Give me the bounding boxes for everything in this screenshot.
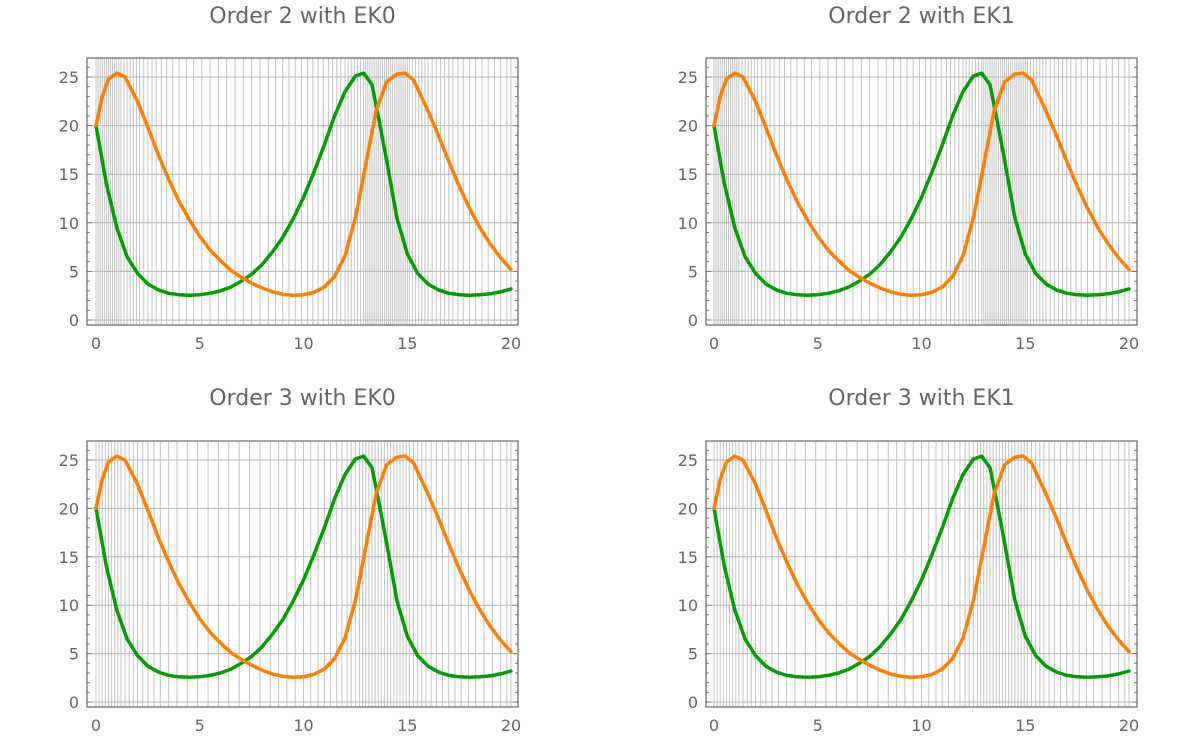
x-tick-label: 0 [91, 716, 101, 735]
series-line-u2 [712, 71, 1131, 297]
y-tick-label: 25 [678, 68, 698, 87]
x-tick-label: 0 [709, 716, 719, 735]
plot-frame [86, 57, 519, 326]
y-tick-label: 15 [59, 165, 79, 184]
y-tick-label: 0 [69, 311, 79, 330]
y-tick-label: 5 [688, 262, 698, 281]
y-tick-label: 0 [688, 311, 698, 330]
chart-title: Order 3 with EK1 [828, 386, 1015, 411]
x-tick-label: 0 [709, 334, 719, 353]
y-tick-label: 10 [59, 214, 79, 233]
x-tick-label: 10 [293, 334, 313, 353]
y-tick-label: 10 [678, 596, 698, 615]
x-tick-label: 5 [813, 716, 823, 735]
x-tick-label: 5 [813, 334, 823, 353]
x-tick-label: 20 [1119, 716, 1139, 735]
x-tick-label: 10 [293, 716, 313, 735]
y-tick-label: 15 [678, 165, 698, 184]
plot-frame [705, 57, 1138, 326]
series-line-u2 [712, 454, 1131, 680]
subplot-1: Order 2 with EK0 0 5 10 15 20 25 0 5 10 15 20 [59, 4, 522, 353]
x-tick-label: 10 [911, 716, 931, 735]
y-tick-label: 20 [59, 117, 79, 136]
y-tick-label: 10 [59, 596, 79, 615]
x-tick-label: 15 [1015, 334, 1035, 353]
x-tick-label: 5 [195, 716, 205, 735]
y-tick-label: 20 [678, 499, 698, 518]
x-tick-label: 20 [501, 716, 521, 735]
x-tick-label: 0 [91, 334, 101, 353]
plot-frame [86, 440, 519, 708]
chart-title: Order 3 with EK0 [209, 386, 396, 411]
series-line-u1 [712, 454, 1131, 680]
x-tick-label: 10 [911, 334, 931, 353]
x-tick-label: 15 [397, 716, 417, 735]
x-tick-label: 15 [1015, 716, 1035, 735]
plot-frame [705, 440, 1138, 708]
x-tick-label: 15 [397, 334, 417, 353]
y-tick-label: 5 [69, 645, 79, 664]
subplot-4: Order 3 with EK1 0 5 10 15 20 25 0 5 10 15 20 [678, 386, 1140, 735]
x-tick-label: 20 [1119, 334, 1139, 353]
series-line-u1 [94, 71, 513, 297]
x-tick-label: 20 [501, 334, 521, 353]
y-tick-label: 15 [678, 548, 698, 567]
y-tick-label: 10 [678, 214, 698, 233]
y-tick-label: 20 [678, 117, 698, 136]
series-line-u2 [94, 454, 513, 680]
y-tick-label: 5 [69, 262, 79, 281]
y-tick-label: 5 [688, 645, 698, 664]
subplot-2: Order 2 with EK1 0 5 10 15 20 25 0 5 10 15 20 [678, 4, 1140, 353]
y-tick-label: 20 [59, 499, 79, 518]
y-tick-label: 25 [59, 451, 79, 470]
y-tick-label: 25 [59, 68, 79, 87]
subplot-3: Order 3 with EK0 0 5 10 15 20 25 0 5 10 15 20 [59, 386, 522, 735]
chart-title: Order 2 with EK0 [209, 4, 396, 29]
x-tick-label: 5 [195, 334, 205, 353]
series-line-u1 [94, 454, 513, 680]
y-tick-label: 25 [678, 451, 698, 470]
y-tick-label: 15 [59, 548, 79, 567]
chart-title: Order 2 with EK1 [828, 4, 1015, 29]
y-tick-label: 0 [688, 693, 698, 712]
series-line-u2 [94, 71, 513, 297]
series-line-u1 [712, 71, 1131, 297]
y-tick-label: 0 [69, 693, 79, 712]
